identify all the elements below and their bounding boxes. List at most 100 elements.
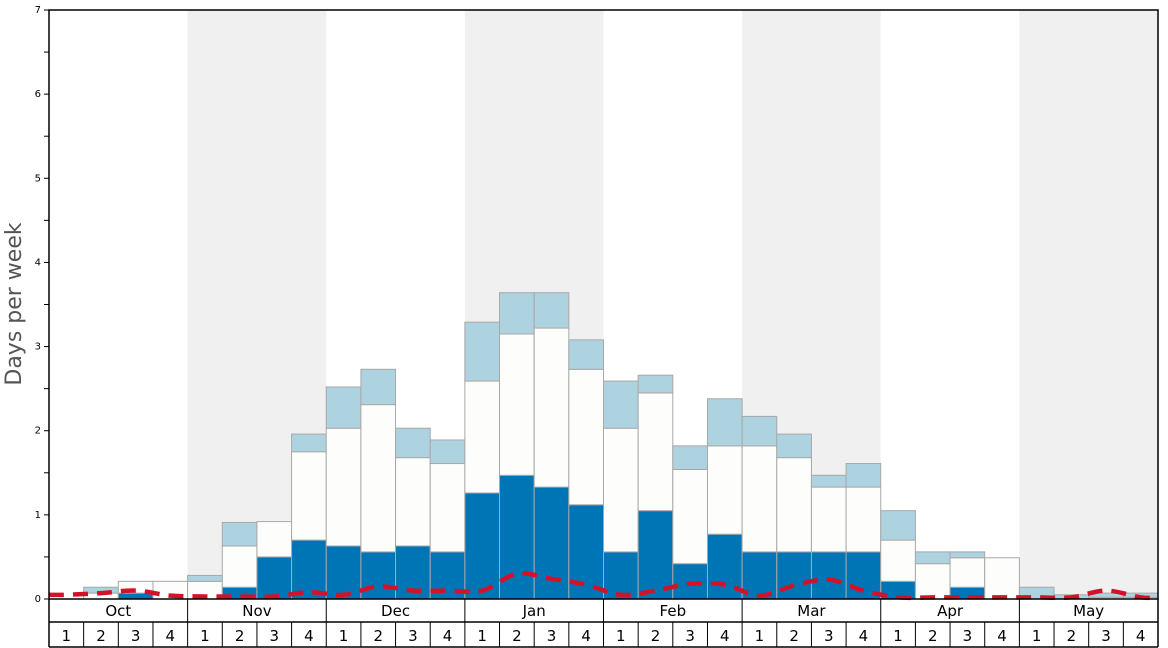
- bar-segment-2-28: [984, 557, 1020, 600]
- week-label: 4: [1136, 627, 1146, 645]
- bar-segment-1-7: [256, 556, 293, 600]
- week-label: 3: [685, 627, 695, 645]
- week-label: 2: [651, 627, 661, 645]
- bar-segment-3-10: [360, 368, 397, 406]
- bar-segment-1-18: [637, 510, 674, 600]
- bar-segment-2-9: [325, 427, 362, 547]
- week-label: 4: [304, 627, 314, 645]
- bar-segment-2-15: [533, 327, 570, 488]
- bar-segment-2-26: [914, 563, 951, 600]
- month-band-may: [1019, 10, 1158, 599]
- bar-segment-1-8: [291, 539, 327, 600]
- week-label: 4: [166, 627, 176, 645]
- week-label: 4: [859, 627, 869, 645]
- month-label-oct: Oct: [105, 602, 131, 620]
- week-label: 3: [824, 627, 834, 645]
- bar-segment-3-24: [845, 463, 882, 488]
- bar-segment-3-18: [637, 374, 674, 394]
- week-label: 1: [477, 627, 487, 645]
- bar-segment-3-26: [914, 551, 951, 565]
- y-tick-label: 5: [35, 173, 41, 184]
- week-label: 2: [373, 627, 383, 645]
- y-tick-label: 0: [35, 594, 41, 605]
- bar-segment-3-27: [949, 551, 986, 559]
- bar-segment-2-21: [741, 445, 778, 553]
- week-label: 3: [1101, 627, 1111, 645]
- week-label: 3: [963, 627, 973, 645]
- bar-segment-3-8: [291, 433, 327, 453]
- bar-segment-2-10: [360, 404, 397, 553]
- bar-segment-3-16: [568, 339, 604, 370]
- bar-segment-3-14: [499, 292, 535, 335]
- week-label: 3: [131, 627, 141, 645]
- bar-segment-2-8: [291, 451, 327, 541]
- bar-segment-1-9: [325, 545, 362, 600]
- plot-frame: [48, 9, 1159, 600]
- bar-segment-1-16: [568, 504, 604, 600]
- bar-segment-3-21: [741, 415, 778, 447]
- bar-segment-2-20: [706, 445, 743, 535]
- week-label: 4: [997, 627, 1007, 645]
- bar-segment-3-6: [221, 521, 258, 547]
- week-label: 2: [512, 627, 522, 645]
- bar-segment-1-19: [672, 563, 708, 600]
- month-label-apr: Apr: [937, 602, 964, 620]
- bar-segment-1-17: [603, 551, 639, 600]
- bar-segment-1-10: [360, 551, 397, 600]
- x-axis: Oct Nov Dec Jan Feb Mar Apr May 1 2 3 4 1 2 3 4 1 2 3 4 1 2 3 4…: [48, 599, 1159, 648]
- bar-segment-3-12: [429, 439, 466, 465]
- y-axis-label: Days per week: [2, 222, 27, 385]
- bar-segment-3-25: [880, 510, 916, 541]
- bar-segment-3-22: [776, 433, 812, 459]
- bar-segment-3-11: [395, 427, 431, 459]
- week-label: 1: [200, 627, 210, 645]
- bar-segment-3-23: [810, 474, 847, 488]
- bar-segment-1-13: [464, 492, 501, 600]
- week-label: 4: [581, 627, 591, 645]
- bar-segment-3-19: [672, 445, 708, 470]
- bar-segment-2-12: [429, 463, 466, 553]
- month-label-mar: Mar: [797, 602, 826, 620]
- bar-segment-3-17: [603, 380, 639, 429]
- bar-segment-2-22: [776, 457, 812, 553]
- bar-segment-1-23: [810, 551, 847, 600]
- week-label: 1: [755, 627, 765, 645]
- month-label-nov: Nov: [242, 602, 271, 620]
- week-label: 3: [269, 627, 279, 645]
- bar-segment-3-13: [464, 321, 501, 382]
- bar-segment-2-17: [603, 427, 639, 553]
- trend-line: [48, 571, 1159, 601]
- week-label: 4: [720, 627, 730, 645]
- bar-segment-2-23: [810, 486, 847, 553]
- bar-segment-3-15: [533, 292, 570, 329]
- week-label: 1: [339, 627, 349, 645]
- bar-segment-3-20: [706, 398, 743, 447]
- bar-segment-3-5: [187, 574, 223, 582]
- y-tick-label: 2: [35, 426, 41, 437]
- y-tick-label: 3: [35, 342, 41, 353]
- week-label: 4: [443, 627, 453, 645]
- week-label: 1: [616, 627, 626, 645]
- week-label: 1: [62, 627, 72, 645]
- week-label: 1: [893, 627, 903, 645]
- bar-segment-2-11: [395, 457, 431, 547]
- bar-segment-2-19: [672, 468, 708, 565]
- month-label-feb: Feb: [660, 602, 687, 620]
- month-label-dec: Dec: [381, 602, 410, 620]
- bar-segment-2-13: [464, 380, 501, 494]
- bar-segment-2-24: [845, 486, 882, 553]
- bar-segment-2-16: [568, 368, 604, 506]
- bar-segment-2-6: [221, 545, 258, 588]
- week-label: 2: [1067, 627, 1077, 645]
- month-label-may: May: [1073, 602, 1104, 620]
- week-label: 3: [408, 627, 418, 645]
- y-tick-label: 1: [35, 510, 41, 521]
- bar-segment-2-25: [880, 539, 916, 582]
- bar-segment-2-27: [949, 557, 986, 588]
- bar-segment-2-18: [637, 392, 674, 512]
- week-label: 2: [789, 627, 799, 645]
- y-tick-label: 7: [35, 5, 41, 16]
- bar-segment-3-9: [325, 386, 362, 429]
- week-label: 2: [235, 627, 245, 645]
